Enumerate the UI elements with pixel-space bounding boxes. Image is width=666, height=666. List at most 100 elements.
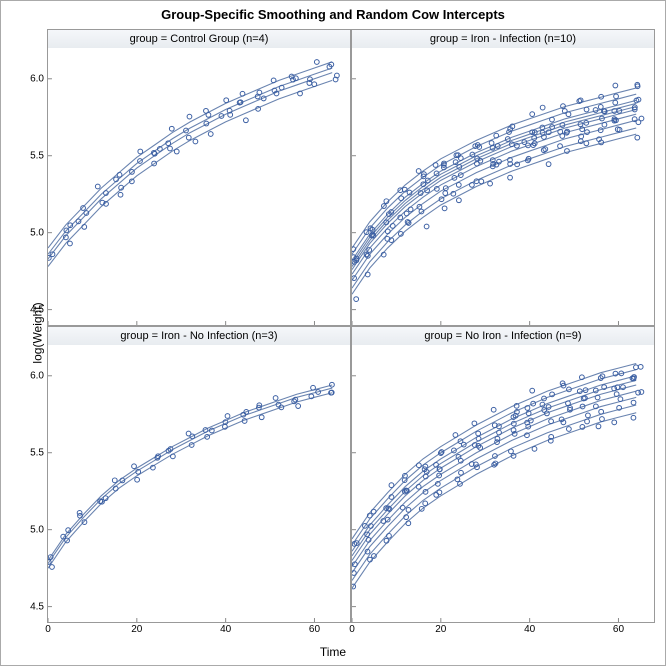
data-point (459, 470, 464, 475)
data-point (385, 229, 390, 234)
data-point (416, 484, 421, 489)
data-point (423, 501, 428, 506)
data-point (404, 211, 409, 216)
data-point (540, 105, 545, 110)
data-point (271, 78, 276, 83)
data-point (508, 175, 513, 180)
fit-curve (352, 391, 636, 566)
data-point (170, 454, 175, 459)
data-point (433, 163, 438, 168)
data-point (169, 126, 174, 131)
data-point (354, 297, 359, 302)
data-point (479, 179, 484, 184)
data-point (240, 91, 245, 96)
fit-curve (48, 68, 332, 254)
panel-header: group = Iron - Infection (n=10) (352, 30, 654, 49)
data-point (472, 421, 477, 426)
x-tick: 20 (435, 624, 446, 635)
data-point (638, 364, 643, 369)
data-point (117, 172, 122, 177)
data-point (532, 446, 537, 451)
data-point (434, 493, 439, 498)
fit-curve (352, 94, 636, 254)
data-point (416, 169, 421, 174)
data-point (543, 147, 548, 152)
y-tick: 5.5 (18, 150, 44, 161)
fit-curve (352, 376, 636, 551)
x-tick: 60 (309, 624, 320, 635)
data-point (566, 401, 571, 406)
panel-3: group = No Iron - Infection (n=9)0204060 (351, 326, 655, 623)
data-point (488, 181, 493, 186)
data-point (584, 141, 589, 146)
data-point (132, 464, 137, 469)
fit-curve (352, 405, 636, 581)
data-point (225, 414, 230, 419)
data-point (352, 571, 356, 576)
data-point (389, 483, 394, 488)
data-point (224, 98, 229, 103)
data-point (546, 162, 551, 167)
data-point (613, 100, 618, 105)
data-point (138, 149, 143, 154)
chart-container: Group-Specific Smoothing and Random Cow … (0, 0, 666, 666)
fit-curve (352, 100, 636, 260)
data-point (371, 509, 376, 514)
panel-svg (352, 48, 654, 325)
data-point (206, 113, 211, 118)
panel-0: group = Control Group (n=4)4.55.05.56.0 (47, 29, 351, 326)
y-tick: 5.0 (18, 524, 44, 535)
data-point (491, 407, 496, 412)
panel-svg (48, 48, 350, 325)
panel-svg (48, 345, 350, 622)
plot-area (48, 48, 350, 325)
y-ticks: 4.55.05.56.0 (18, 345, 44, 622)
data-point (457, 198, 462, 203)
panel-1: group = Iron - Infection (n=10) (351, 29, 655, 326)
data-point (476, 431, 481, 436)
data-point (566, 427, 571, 432)
data-point (259, 415, 264, 420)
data-point (208, 132, 213, 137)
data-point (187, 114, 192, 119)
data-point (273, 396, 278, 401)
data-point (442, 206, 447, 211)
data-point (82, 225, 87, 230)
plot-area (352, 48, 654, 325)
fit-curve (48, 388, 332, 563)
fit-curve (352, 110, 636, 270)
data-point (602, 122, 607, 127)
data-point (550, 117, 555, 122)
data-point (600, 417, 605, 422)
data-point (406, 508, 411, 513)
fit-curve (48, 385, 332, 560)
data-point (458, 156, 463, 161)
data-point (400, 505, 405, 510)
data-point (168, 146, 173, 151)
fit-curve (48, 62, 332, 248)
data-point (639, 390, 644, 395)
chart-title: Group-Specific Smoothing and Random Cow … (1, 7, 665, 22)
data-point (530, 388, 535, 393)
data-point (612, 420, 617, 425)
plot-area (48, 345, 350, 622)
data-point (416, 463, 421, 468)
data-point (530, 112, 535, 117)
x-ticks: 0204060 (48, 624, 350, 638)
x-tick: 0 (349, 624, 355, 635)
data-point (585, 130, 590, 135)
y-tick: 6.0 (18, 73, 44, 84)
data-point (566, 112, 571, 117)
data-point (489, 141, 494, 146)
y-tick: 5.0 (18, 227, 44, 238)
data-point (437, 490, 442, 495)
data-point (495, 436, 500, 441)
data-point (549, 419, 554, 424)
data-point (443, 191, 448, 196)
x-tick: 40 (524, 624, 535, 635)
x-ticks: 0204060 (352, 624, 654, 638)
y-ticks: 4.55.05.56.0 (18, 48, 44, 325)
data-point (598, 104, 603, 109)
data-point (387, 533, 392, 538)
data-point (135, 477, 140, 482)
